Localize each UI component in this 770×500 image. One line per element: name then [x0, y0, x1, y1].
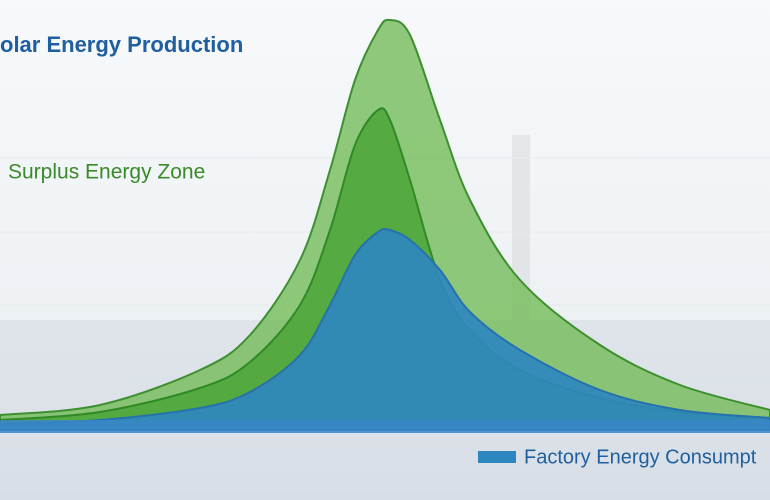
legend-label: Factory Energy Consumpt — [524, 446, 757, 468]
series-label: Surplus Energy Zone — [8, 161, 205, 184]
baseline-band — [0, 420, 770, 433]
legend-swatch — [478, 451, 516, 463]
series-label: olar Energy Production — [0, 32, 243, 57]
area — [0, 227, 770, 431]
areas — [0, 18, 770, 431]
